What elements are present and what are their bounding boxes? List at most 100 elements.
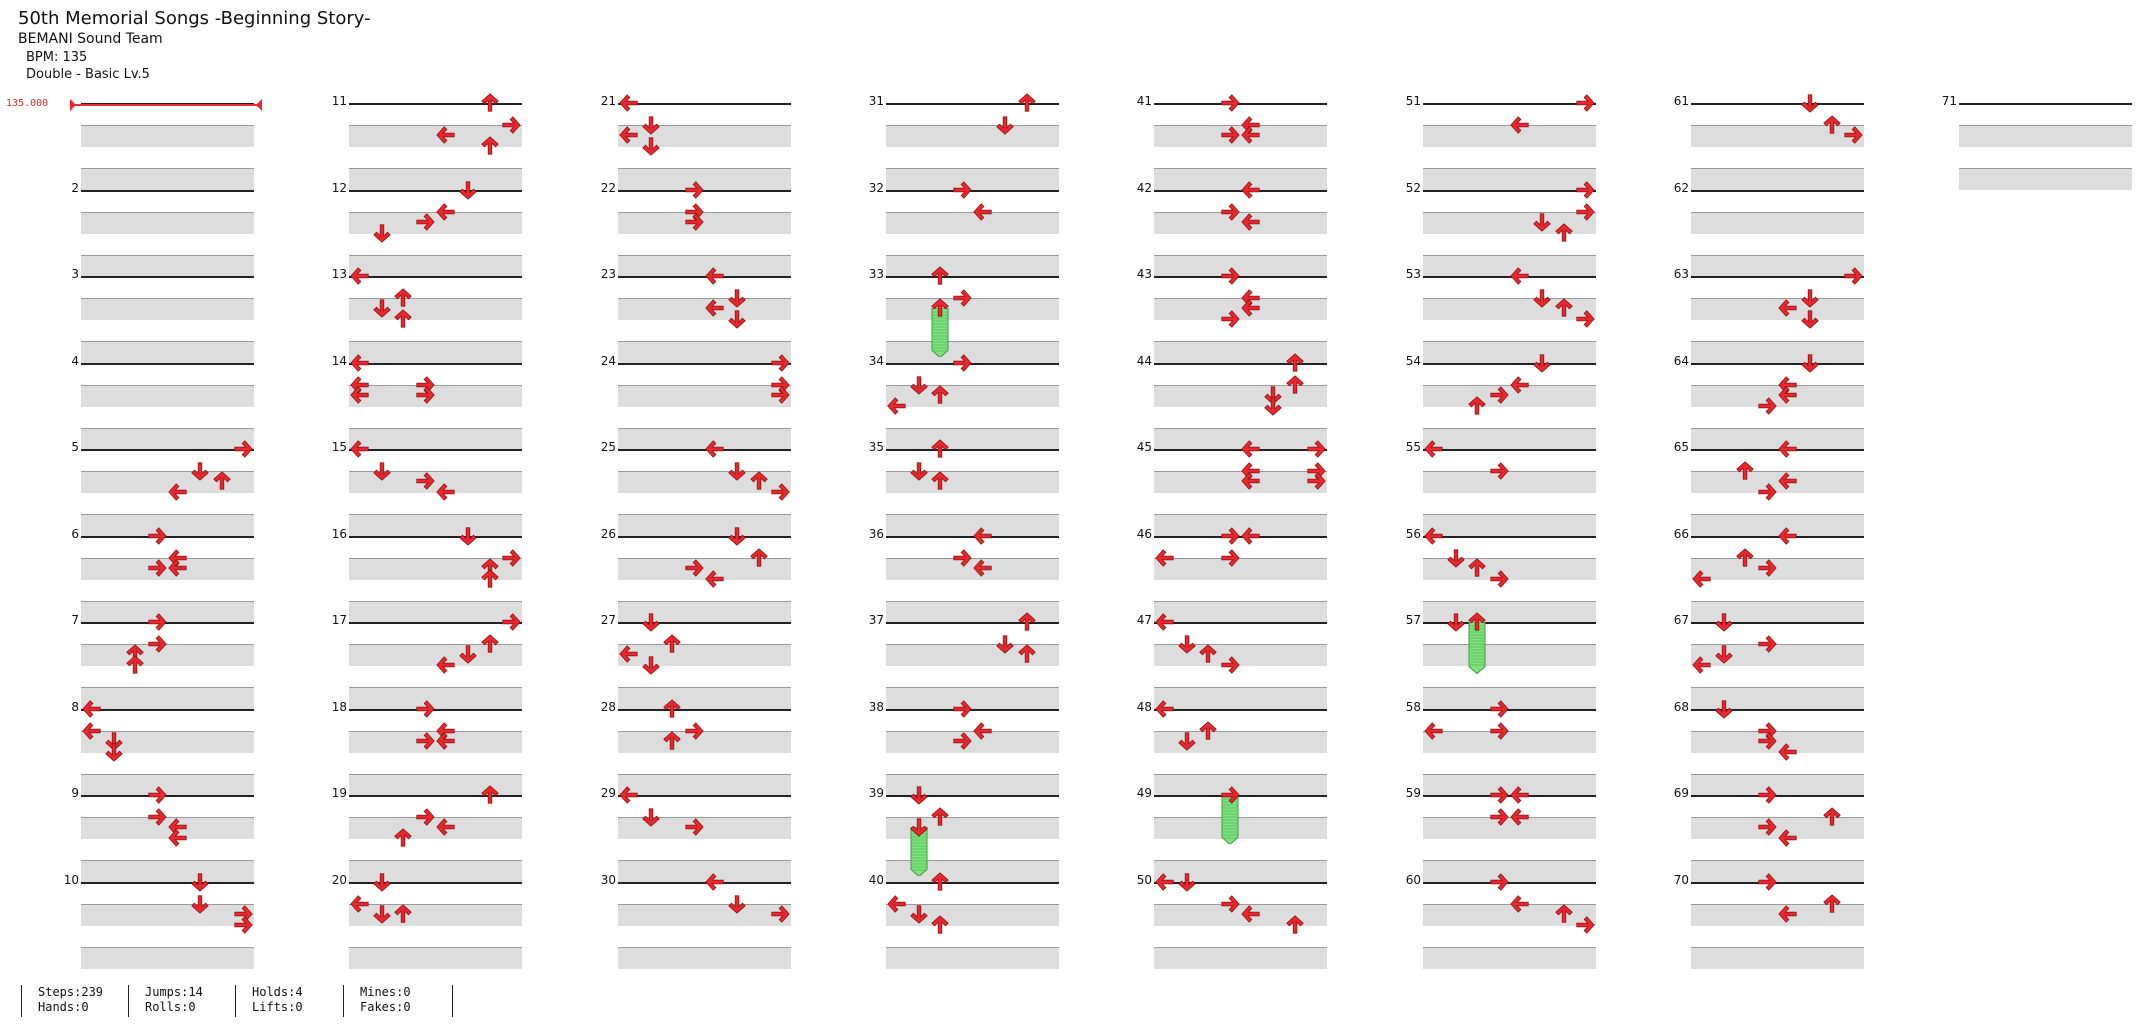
measure: 6 xyxy=(71,527,254,623)
measure-bar-line xyxy=(618,103,791,105)
arrow-right-icon xyxy=(1576,203,1595,221)
measure-bar-line xyxy=(1691,276,1864,278)
measure-number: 19 xyxy=(331,786,347,800)
measure: 69 xyxy=(1674,786,1864,882)
arrow-down-icon xyxy=(1178,732,1196,751)
arrow-left-icon xyxy=(705,267,724,285)
measure-number: 56 xyxy=(1405,527,1421,541)
arrow-up-icon xyxy=(931,266,949,285)
measure-bar-line xyxy=(1423,103,1596,105)
beat-band xyxy=(886,557,1059,580)
beat-band xyxy=(1154,470,1327,493)
beat-band xyxy=(81,643,254,666)
beat-band xyxy=(618,730,791,753)
measure-bar-line xyxy=(1423,276,1596,278)
beat-band xyxy=(1691,340,1864,363)
arrow-left-icon xyxy=(1155,873,1174,891)
measure-number: 2 xyxy=(71,181,79,195)
measure-bar-line xyxy=(618,190,791,192)
arrow-left-icon xyxy=(1241,181,1260,199)
arrow-right-icon xyxy=(1221,895,1240,913)
arrow-right-icon xyxy=(1307,440,1326,458)
arrow-right-icon xyxy=(1758,818,1777,836)
arrow-left-icon xyxy=(1778,299,1797,317)
arrow-right-icon xyxy=(1758,635,1777,653)
arrow-down-icon xyxy=(105,743,123,762)
beat-band xyxy=(81,340,254,363)
arrow-up-icon xyxy=(1018,93,1036,112)
measure-bar-line xyxy=(1423,882,1596,884)
arrow-down-icon xyxy=(459,645,477,664)
measure-bar-line xyxy=(618,536,791,538)
measure: 50 xyxy=(1137,873,1327,969)
measure-bar-line xyxy=(1691,190,1864,192)
arrow-right-icon xyxy=(148,559,167,577)
arrow-down-icon xyxy=(1533,354,1551,373)
beat-band xyxy=(886,211,1059,234)
arrow-down-icon xyxy=(191,873,209,892)
stat-steps: Steps:239 xyxy=(38,985,104,999)
measure-bar-line xyxy=(1423,449,1596,451)
beat-band xyxy=(1154,167,1327,190)
arrow-right-icon xyxy=(953,181,972,199)
measure-bar-line xyxy=(1423,363,1596,365)
arrow-left-icon xyxy=(1778,440,1797,458)
arrow-left-icon xyxy=(350,376,369,394)
measure-number: 7 xyxy=(71,613,79,627)
beat-band xyxy=(349,254,522,277)
measure-bar-line xyxy=(81,622,254,624)
measure: 59 xyxy=(1406,786,1596,882)
arrow-down-icon xyxy=(728,310,746,329)
arrow-up-icon xyxy=(1018,644,1036,663)
arrow-right-icon xyxy=(502,613,521,631)
measure-bar-line xyxy=(886,103,1059,105)
beat-band xyxy=(1423,427,1596,450)
measure: 24 xyxy=(601,354,791,450)
measure-bar-line xyxy=(886,882,1059,884)
beat-band xyxy=(1691,643,1864,666)
arrow-right-icon xyxy=(416,386,435,404)
measure: 49 xyxy=(1137,786,1327,882)
measure-bar-line xyxy=(1423,622,1596,624)
beat-band xyxy=(618,946,791,969)
beat-band xyxy=(81,513,254,536)
beat-band xyxy=(81,427,254,450)
measure-bar-line xyxy=(349,795,522,797)
measure-number: 61 xyxy=(1673,94,1689,108)
arrow-right-icon xyxy=(1758,722,1777,740)
measure-bar-line xyxy=(1691,882,1864,884)
arrow-right-icon xyxy=(1221,267,1240,285)
arrow-left-icon xyxy=(1510,267,1529,285)
measure-number: 54 xyxy=(1405,354,1421,368)
arrow-left-icon xyxy=(1424,722,1443,740)
arrow-left-icon xyxy=(1155,700,1174,718)
arrow-up-icon xyxy=(1823,115,1841,134)
arrow-down-icon xyxy=(373,873,391,892)
beat-band xyxy=(1423,859,1596,882)
measure-number: 9 xyxy=(71,786,79,800)
arrow-left-icon xyxy=(350,267,369,285)
measure-number: 3 xyxy=(71,267,79,281)
beat-band xyxy=(349,384,522,407)
measure: 71 xyxy=(1942,94,2132,190)
measure-number: 62 xyxy=(1673,181,1689,195)
beat-band xyxy=(886,340,1059,363)
measure: 38 xyxy=(869,700,1059,796)
measure: 40 xyxy=(869,872,1059,969)
arrow-up-icon xyxy=(1199,644,1217,663)
measure-number: 49 xyxy=(1136,786,1152,800)
measure: 56 xyxy=(1406,527,1596,623)
arrow-down-icon xyxy=(373,462,391,481)
beat-band xyxy=(349,470,522,493)
measure-number: 33 xyxy=(868,267,884,281)
measure: 52 xyxy=(1406,181,1596,277)
arrow-left-icon xyxy=(887,895,906,913)
beat-band xyxy=(618,600,791,623)
arrow-down-icon xyxy=(728,527,746,546)
arrow-left-icon xyxy=(1241,462,1260,480)
arrow-down-icon xyxy=(1801,94,1819,113)
hold-body xyxy=(931,308,949,358)
arrow-right-icon xyxy=(1221,786,1240,804)
arrow-left-icon xyxy=(1241,116,1260,134)
measure-bar-line xyxy=(1154,536,1327,538)
